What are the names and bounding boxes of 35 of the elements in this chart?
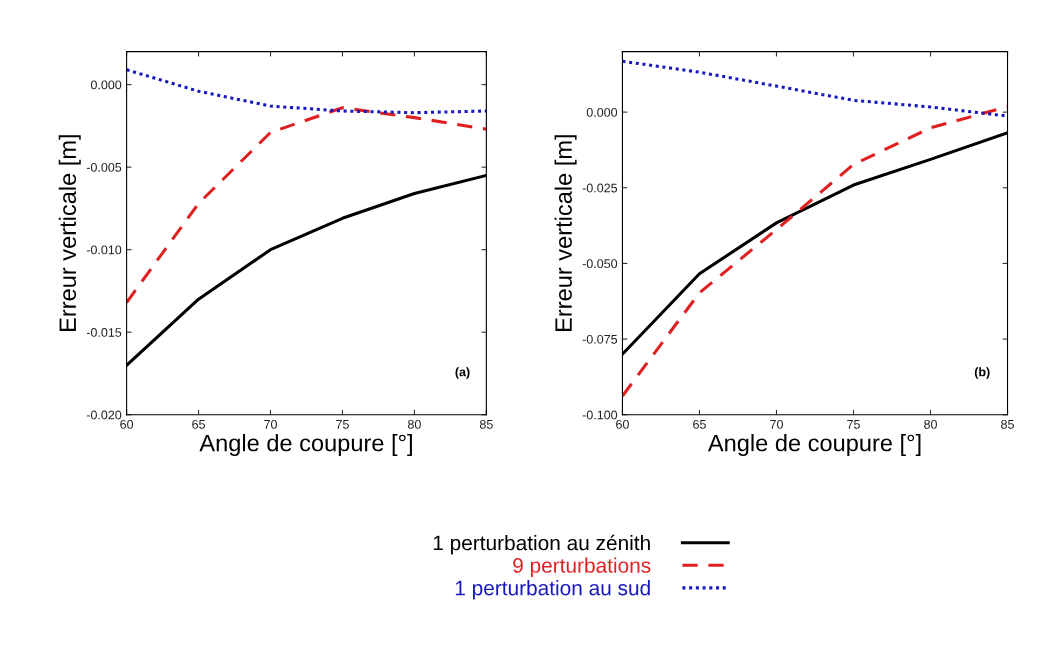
y-tick-label: -0.100 (582, 410, 618, 420)
y-axis-title: Erreur verticale [m] (58, 135, 81, 331)
x-tick-label: 75 (336, 420, 349, 429)
y-tick-label: -0.075 (582, 334, 618, 344)
x-tick-label: 80 (924, 419, 937, 429)
legend-label: 1 perturbation au sud (455, 580, 650, 600)
annotation: (a) (455, 367, 470, 379)
y-tick-label: -0.020 (86, 410, 122, 420)
line-series (126, 106, 487, 305)
x-tick-label: 60 (616, 419, 629, 429)
x-tick-label: 70 (264, 419, 277, 429)
x-tick-label: 85 (1001, 419, 1014, 429)
x-tick-label: 75 (847, 420, 860, 429)
y-tick-label: 0.000 (586, 107, 618, 117)
x-tick-label: 80 (408, 419, 421, 429)
x-tick-label: 85 (479, 419, 493, 429)
line-series (622, 59, 1008, 118)
y-tick-label: -0.050 (582, 259, 618, 269)
legend-label: 1 perturbation au zénith (433, 534, 650, 555)
y-tick-label: -0.025 (582, 183, 618, 193)
y-tick-label: -0.005 (86, 162, 122, 172)
y-tick-label: -0.010 (86, 245, 122, 255)
x-axis-title: Angle de coupure [°] (199, 434, 412, 457)
line-series (126, 68, 487, 115)
x-axis-title: Angle de coupure [°] (707, 434, 921, 457)
y-tick-label: -0.015 (86, 328, 122, 337)
x-tick-label: 65 (192, 419, 205, 429)
x-tick-label: 60 (120, 419, 134, 429)
x-tick-label: 70 (770, 419, 783, 429)
y-axis-title: Erreur verticale [m] (554, 135, 577, 331)
y-tick-label: 0.000 (90, 80, 122, 90)
legend-label: 9 perturbations (513, 557, 651, 577)
line-series (622, 105, 1008, 398)
annotation: (b) (974, 367, 990, 379)
x-tick-label: 65 (693, 419, 706, 429)
